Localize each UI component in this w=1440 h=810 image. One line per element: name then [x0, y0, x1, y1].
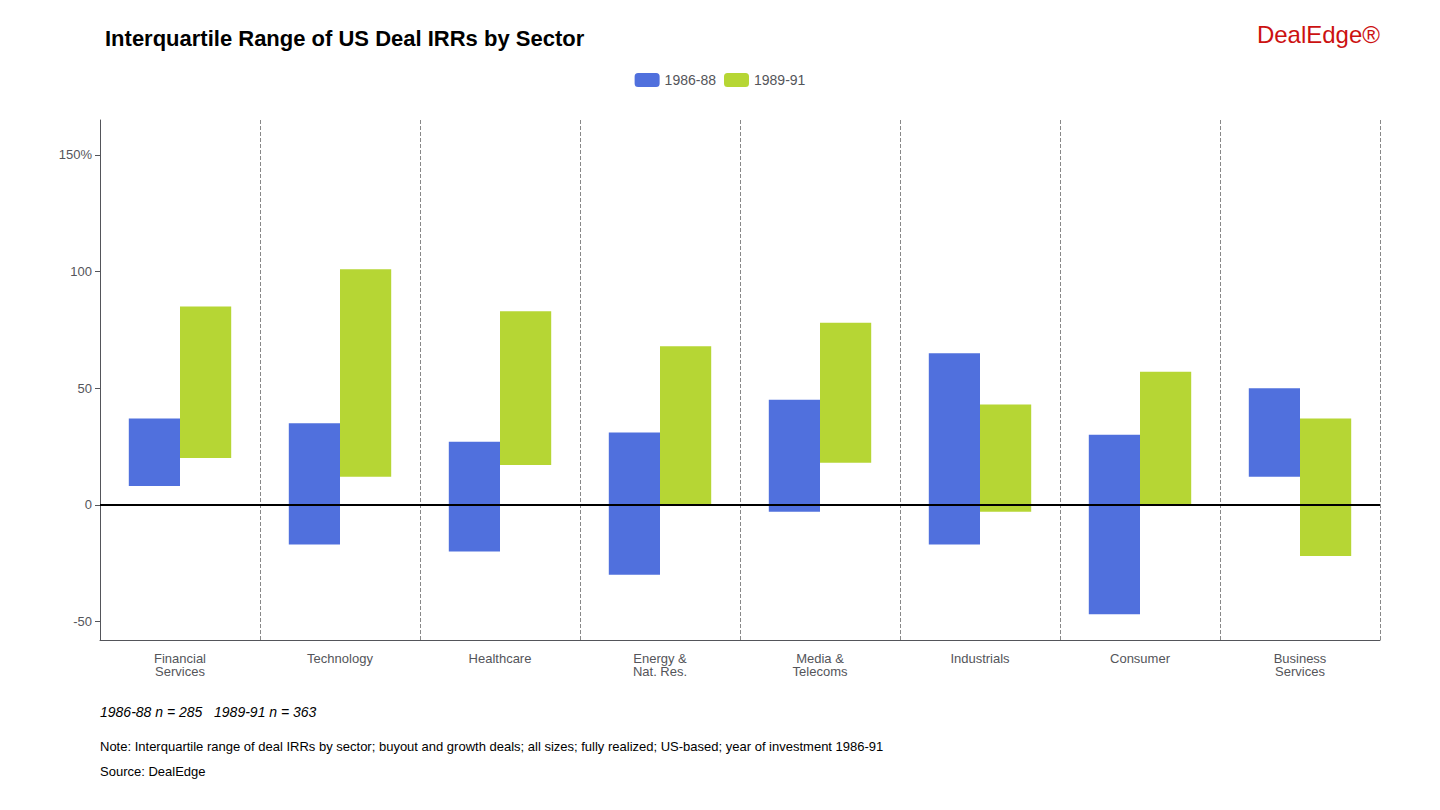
svg-text:Healthcare: Healthcare — [469, 651, 532, 666]
svg-text:Financial: Financial — [154, 651, 206, 666]
svg-text:1989-91: 1989-91 — [754, 72, 806, 88]
svg-text:1986-88: 1986-88 — [665, 72, 717, 88]
svg-text:Consumer: Consumer — [1110, 651, 1171, 666]
svg-text:Energy &: Energy & — [633, 651, 687, 666]
svg-text:Services: Services — [1275, 664, 1325, 679]
svg-text:Nat. Res.: Nat. Res. — [633, 664, 687, 679]
svg-text:Industrials: Industrials — [950, 651, 1010, 666]
svg-text:DealEdge®: DealEdge® — [1257, 21, 1380, 48]
svg-text:Media &: Media & — [796, 651, 844, 666]
svg-text:-50: -50 — [73, 614, 92, 629]
svg-text:Source: DealEdge: Source: DealEdge — [100, 764, 206, 779]
svg-text:Technology: Technology — [307, 651, 373, 666]
svg-text:100: 100 — [70, 264, 92, 279]
svg-text:50: 50 — [78, 381, 92, 396]
svg-text:Services: Services — [155, 664, 205, 679]
svg-text:Note: Interquartile range of d: Note: Interquartile range of deal IRRs b… — [100, 739, 883, 754]
svg-text:Business: Business — [1273, 651, 1327, 666]
svg-text:Interquartile Range of US Deal: Interquartile Range of US Deal IRRs by S… — [105, 26, 585, 51]
svg-text:Telecoms: Telecoms — [793, 664, 848, 679]
svg-text:0: 0 — [85, 497, 92, 512]
svg-text:150%: 150% — [59, 147, 93, 162]
svg-text:1986-88 n = 285 1989-91 n =: 1986-88 n = 285 1989-91 n = 363 — [100, 704, 317, 720]
